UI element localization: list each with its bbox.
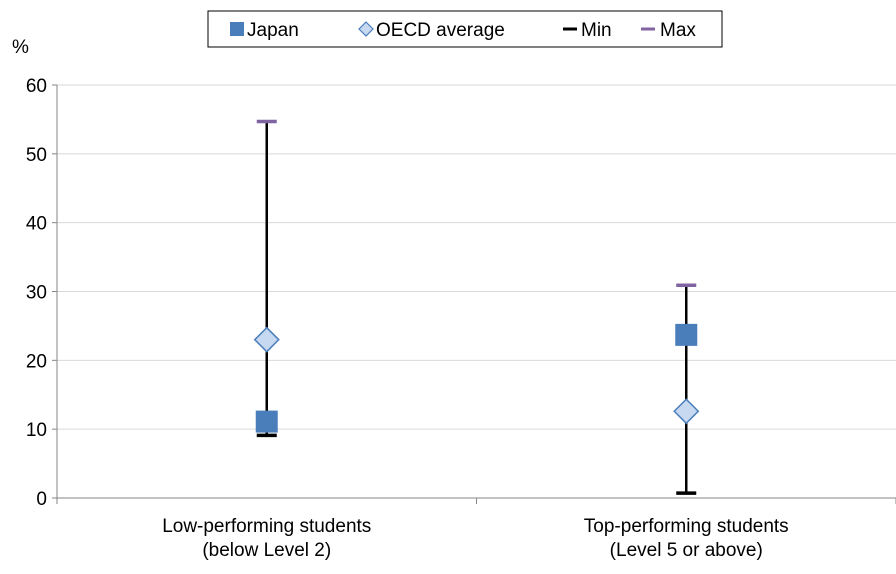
category-label: Top-performing students — [584, 516, 789, 537]
legend-oecd-swatch — [358, 21, 374, 37]
oecd-average-marker — [673, 398, 700, 425]
oecd-average-marker — [253, 326, 280, 353]
y-tick-label: 50 — [26, 145, 47, 166]
legend-japan-label: Japan — [247, 20, 299, 41]
legend-max-label: Max — [660, 20, 696, 41]
japan-marker — [255, 410, 278, 433]
y-tick-label: 0 — [36, 489, 47, 510]
japan-marker — [675, 323, 698, 346]
grid-layer — [57, 84, 896, 430]
y-axis-label: % — [12, 37, 29, 58]
y-tick-label: 20 — [26, 351, 47, 372]
legend-box — [207, 10, 723, 48]
category-label: (below Level 2) — [202, 540, 331, 561]
y-tick-label: 10 — [26, 420, 47, 441]
legend-japan-swatch — [230, 22, 244, 36]
y-tick-label: 40 — [26, 214, 47, 235]
marker-layer — [253, 119, 700, 495]
legend-oecd-label: OECD average — [376, 20, 505, 41]
axis-layer — [52, 84, 896, 504]
legend: Japan OECD average Min Max — [207, 10, 723, 48]
category-label: Low-performing students — [162, 516, 371, 537]
y-tick-label: 60 — [26, 76, 47, 97]
y-tick-label: 30 — [26, 283, 47, 304]
legend-min-label: Min — [581, 20, 612, 41]
category-label: (Level 5 or above) — [610, 540, 763, 561]
range-layer — [265, 121, 688, 494]
label-layer: 0 10 20 30 40 50 60% Low-performing students (be… — [12, 37, 789, 561]
